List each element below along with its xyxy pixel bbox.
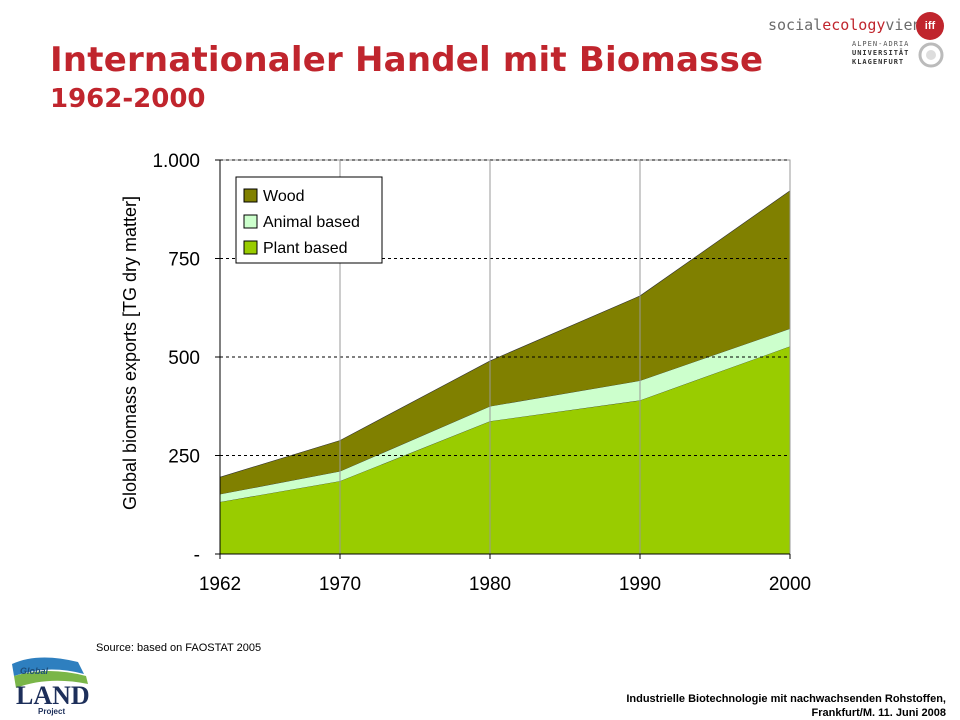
- x-tick-label: 2000: [769, 574, 811, 595]
- y-tick-label: 500: [168, 348, 200, 369]
- legend-label: Wood: [263, 188, 305, 205]
- footer-line-1: Industrielle Biotechnologie mit nachwach…: [626, 693, 946, 705]
- social-ecology-vienna-logo: socialecologyvienna iff ALPEN-ADRIA UNIV…: [766, 6, 948, 70]
- legend-label: Animal based: [263, 214, 360, 231]
- svg-text:Global: Global: [20, 666, 49, 676]
- footer-line-2: Frankfurt/M. 11. Juni 2008: [811, 707, 947, 719]
- x-tick-label: 1980: [469, 574, 511, 595]
- legend-swatch: [243, 214, 258, 229]
- area-animal-based: [220, 328, 790, 502]
- y-tick-label: 750: [168, 250, 200, 271]
- page-subtitle: 1962-2000: [50, 84, 206, 114]
- svg-text:LAND: LAND: [16, 681, 90, 710]
- x-tick-label: 1990: [619, 574, 661, 595]
- page-title: Internationaler Handel mit Biomasse: [50, 40, 764, 80]
- area-plant-based: [220, 346, 790, 554]
- area-wood: [220, 190, 790, 495]
- x-tick-label: 1962: [199, 574, 241, 595]
- footer-text: Industrielle Biotechnologie mit nachwach…: [626, 692, 946, 720]
- svg-text:Project: Project: [38, 707, 65, 716]
- y-axis-label: Global biomass exports [TG dry matter]: [120, 196, 140, 510]
- legend-swatch: [243, 240, 258, 255]
- source-note: Source: based on FAOSTAT 2005: [96, 642, 262, 654]
- legend-label: Plant based: [263, 240, 348, 257]
- x-tick-label: 1970: [319, 574, 361, 595]
- legend-box: [235, 176, 383, 264]
- university-logo-text: ALPEN-ADRIA UNIVERSITÄT KLAGENFURT: [852, 40, 910, 66]
- title-block: Internationaler Handel mit Biomasse 1962…: [50, 40, 763, 116]
- iff-logo-mark: iff: [916, 12, 944, 40]
- y-tick-label: 1.000: [152, 151, 200, 172]
- global-land-project-logo: Global LAND Project: [12, 657, 90, 716]
- y-tick-label: -: [194, 545, 200, 566]
- y-tick-label: 250: [168, 447, 200, 468]
- legend-swatch: [243, 188, 258, 203]
- university-logo-icon: [918, 42, 944, 68]
